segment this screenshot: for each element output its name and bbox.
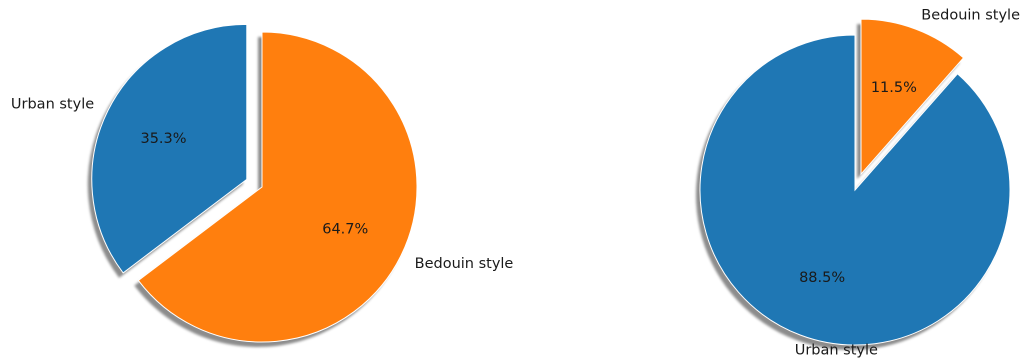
pct-label-urban-style: 88.5% (799, 270, 845, 286)
pie-chart-2: 11.5% Bedouin style 88.5% Urban style (696, 8, 1020, 358)
slice-label-urban-style: Urban style (795, 342, 878, 358)
pie-chart-1: 35.3% Urban style 64.7% Bedouin style (11, 23, 514, 347)
pct-label-bedouin-style: 64.7% (322, 221, 368, 237)
slice-label-bedouin-style: Bedouin style (921, 8, 1020, 24)
slice-label-bedouin-style: Bedouin style (415, 256, 514, 272)
wedge-urban-style (699, 34, 1011, 346)
slice-label-urban-style: Urban style (11, 96, 94, 112)
pie-wedges (91, 23, 418, 343)
pie-wedges (699, 18, 1011, 346)
pie-labels: 11.5% Bedouin style 88.5% Urban style (795, 8, 1020, 358)
pct-label-urban-style: 35.3% (140, 131, 186, 147)
pie-labels: 35.3% Urban style 64.7% Bedouin style (11, 96, 514, 272)
wedge-bedouin-style (137, 31, 418, 343)
wedge-bedouin-style (860, 18, 965, 176)
pct-label-bedouin-style: 11.5% (871, 80, 917, 96)
wedge-urban-style (91, 23, 248, 274)
